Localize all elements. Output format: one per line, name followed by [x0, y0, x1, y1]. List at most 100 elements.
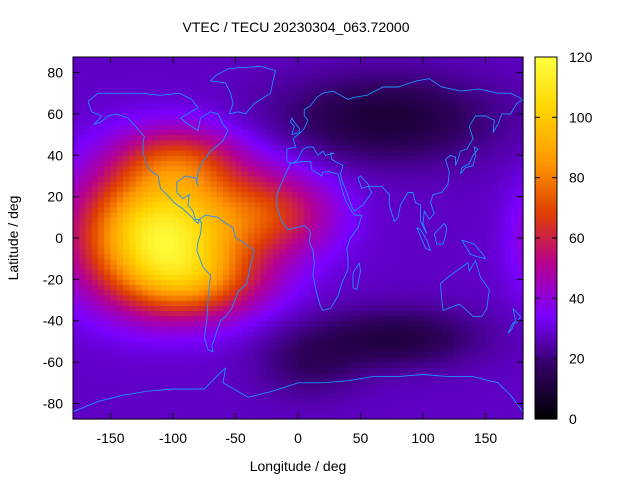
heatmap-cell	[366, 315, 374, 322]
heatmap-cell	[304, 325, 312, 332]
heatmap-cell	[404, 196, 412, 203]
heatmap-cell	[298, 93, 305, 99]
heatmap-cell	[191, 139, 199, 146]
heatmap-cell	[241, 336, 249, 343]
heatmap-cell	[435, 336, 443, 343]
heatmap-cell	[335, 77, 343, 84]
heatmap-cell	[116, 67, 124, 74]
heatmap-cell	[398, 269, 405, 275]
heatmap-cell	[398, 165, 405, 172]
heatmap-cell	[204, 103, 212, 110]
heatmap-cell	[298, 175, 305, 182]
heatmap-cell	[348, 346, 355, 353]
heatmap-cell	[323, 222, 330, 229]
heatmap-cell	[479, 227, 487, 234]
heatmap-cell	[291, 217, 299, 224]
heatmap-cell	[354, 67, 362, 74]
heatmap-cell	[454, 279, 462, 286]
heatmap-cell	[248, 134, 255, 141]
heatmap-cell	[254, 124, 262, 130]
heatmap-cell	[310, 181, 318, 187]
heatmap-cell	[223, 160, 230, 167]
heatmap-cell	[210, 139, 218, 146]
heatmap-cell	[491, 103, 499, 110]
heatmap-cell	[79, 320, 87, 327]
heatmap-cell	[254, 403, 262, 410]
heatmap-cell	[473, 274, 480, 280]
heatmap-cell	[448, 77, 455, 84]
heatmap-cell	[429, 103, 437, 110]
heatmap-cell	[185, 82, 193, 89]
heatmap-cell	[448, 243, 455, 249]
heatmap-cell	[360, 129, 368, 136]
heatmap-cell	[454, 155, 462, 162]
heatmap-cell	[498, 103, 505, 110]
heatmap-cell	[98, 196, 105, 203]
heatmap-cell	[379, 253, 387, 260]
heatmap-cell	[304, 139, 312, 146]
heatmap-cell	[179, 160, 187, 167]
heatmap-cell	[223, 206, 230, 213]
heatmap-cell	[510, 72, 518, 79]
heatmap-cell	[498, 372, 505, 379]
heatmap-cell	[185, 206, 193, 213]
heatmap-cell	[154, 346, 162, 353]
heatmap-cell	[123, 367, 130, 374]
heatmap-cell	[285, 351, 293, 358]
heatmap-cell	[323, 181, 330, 187]
heatmap-cell	[373, 134, 380, 141]
heatmap-cell	[304, 413, 312, 420]
heatmap-cell	[435, 150, 443, 156]
heatmap-cell	[91, 300, 99, 306]
heatmap-cell	[248, 305, 255, 311]
heatmap-cell	[341, 279, 349, 286]
heatmap-cell	[491, 124, 499, 130]
heatmap-cell	[385, 325, 393, 332]
heatmap-cell	[129, 243, 137, 249]
heatmap-cell	[335, 165, 343, 172]
heatmap-cell	[323, 336, 330, 343]
heatmap-cell	[116, 258, 124, 265]
heatmap-cell	[285, 93, 293, 99]
heatmap-cell	[398, 67, 405, 74]
heatmap-cell	[366, 62, 374, 68]
heatmap-cell	[198, 263, 205, 270]
heatmap-cell	[416, 124, 424, 130]
heatmap-cell	[291, 201, 299, 208]
heatmap-cell	[279, 351, 287, 358]
heatmap-cell	[110, 263, 118, 270]
heatmap-cell	[210, 232, 218, 239]
heatmap-cell	[373, 139, 380, 146]
heatmap-cell	[173, 98, 180, 105]
heatmap-cell	[141, 351, 149, 358]
heatmap-cell	[129, 232, 137, 239]
heatmap-cell	[329, 72, 337, 79]
heatmap-cell	[391, 263, 399, 270]
heatmap-cell	[285, 201, 293, 208]
heatmap-cell	[116, 191, 124, 198]
heatmap-cell	[210, 222, 218, 229]
heatmap-cell	[198, 62, 205, 68]
heatmap-cell	[116, 300, 124, 306]
heatmap-cell	[85, 170, 93, 177]
heatmap-cell	[366, 403, 374, 410]
heatmap-cell	[373, 248, 380, 255]
heatmap-cell	[73, 232, 80, 239]
heatmap-cell	[135, 67, 143, 74]
heatmap-cell	[460, 398, 468, 405]
heatmap-cell	[254, 222, 262, 229]
heatmap-cell	[391, 191, 399, 198]
heatmap-cell	[416, 196, 424, 203]
heatmap-cell	[210, 150, 218, 156]
heatmap-cell	[485, 119, 493, 125]
heatmap-cell	[460, 372, 468, 379]
heatmap-cell	[216, 269, 224, 275]
heatmap-cell	[423, 300, 430, 306]
heatmap-cell	[173, 393, 180, 399]
heatmap-cell	[404, 144, 412, 151]
heatmap-cell	[160, 310, 168, 317]
heatmap-cell	[448, 238, 455, 244]
heatmap-cell	[404, 175, 412, 182]
heatmap-cell	[254, 103, 262, 110]
heatmap-cell	[198, 253, 205, 260]
